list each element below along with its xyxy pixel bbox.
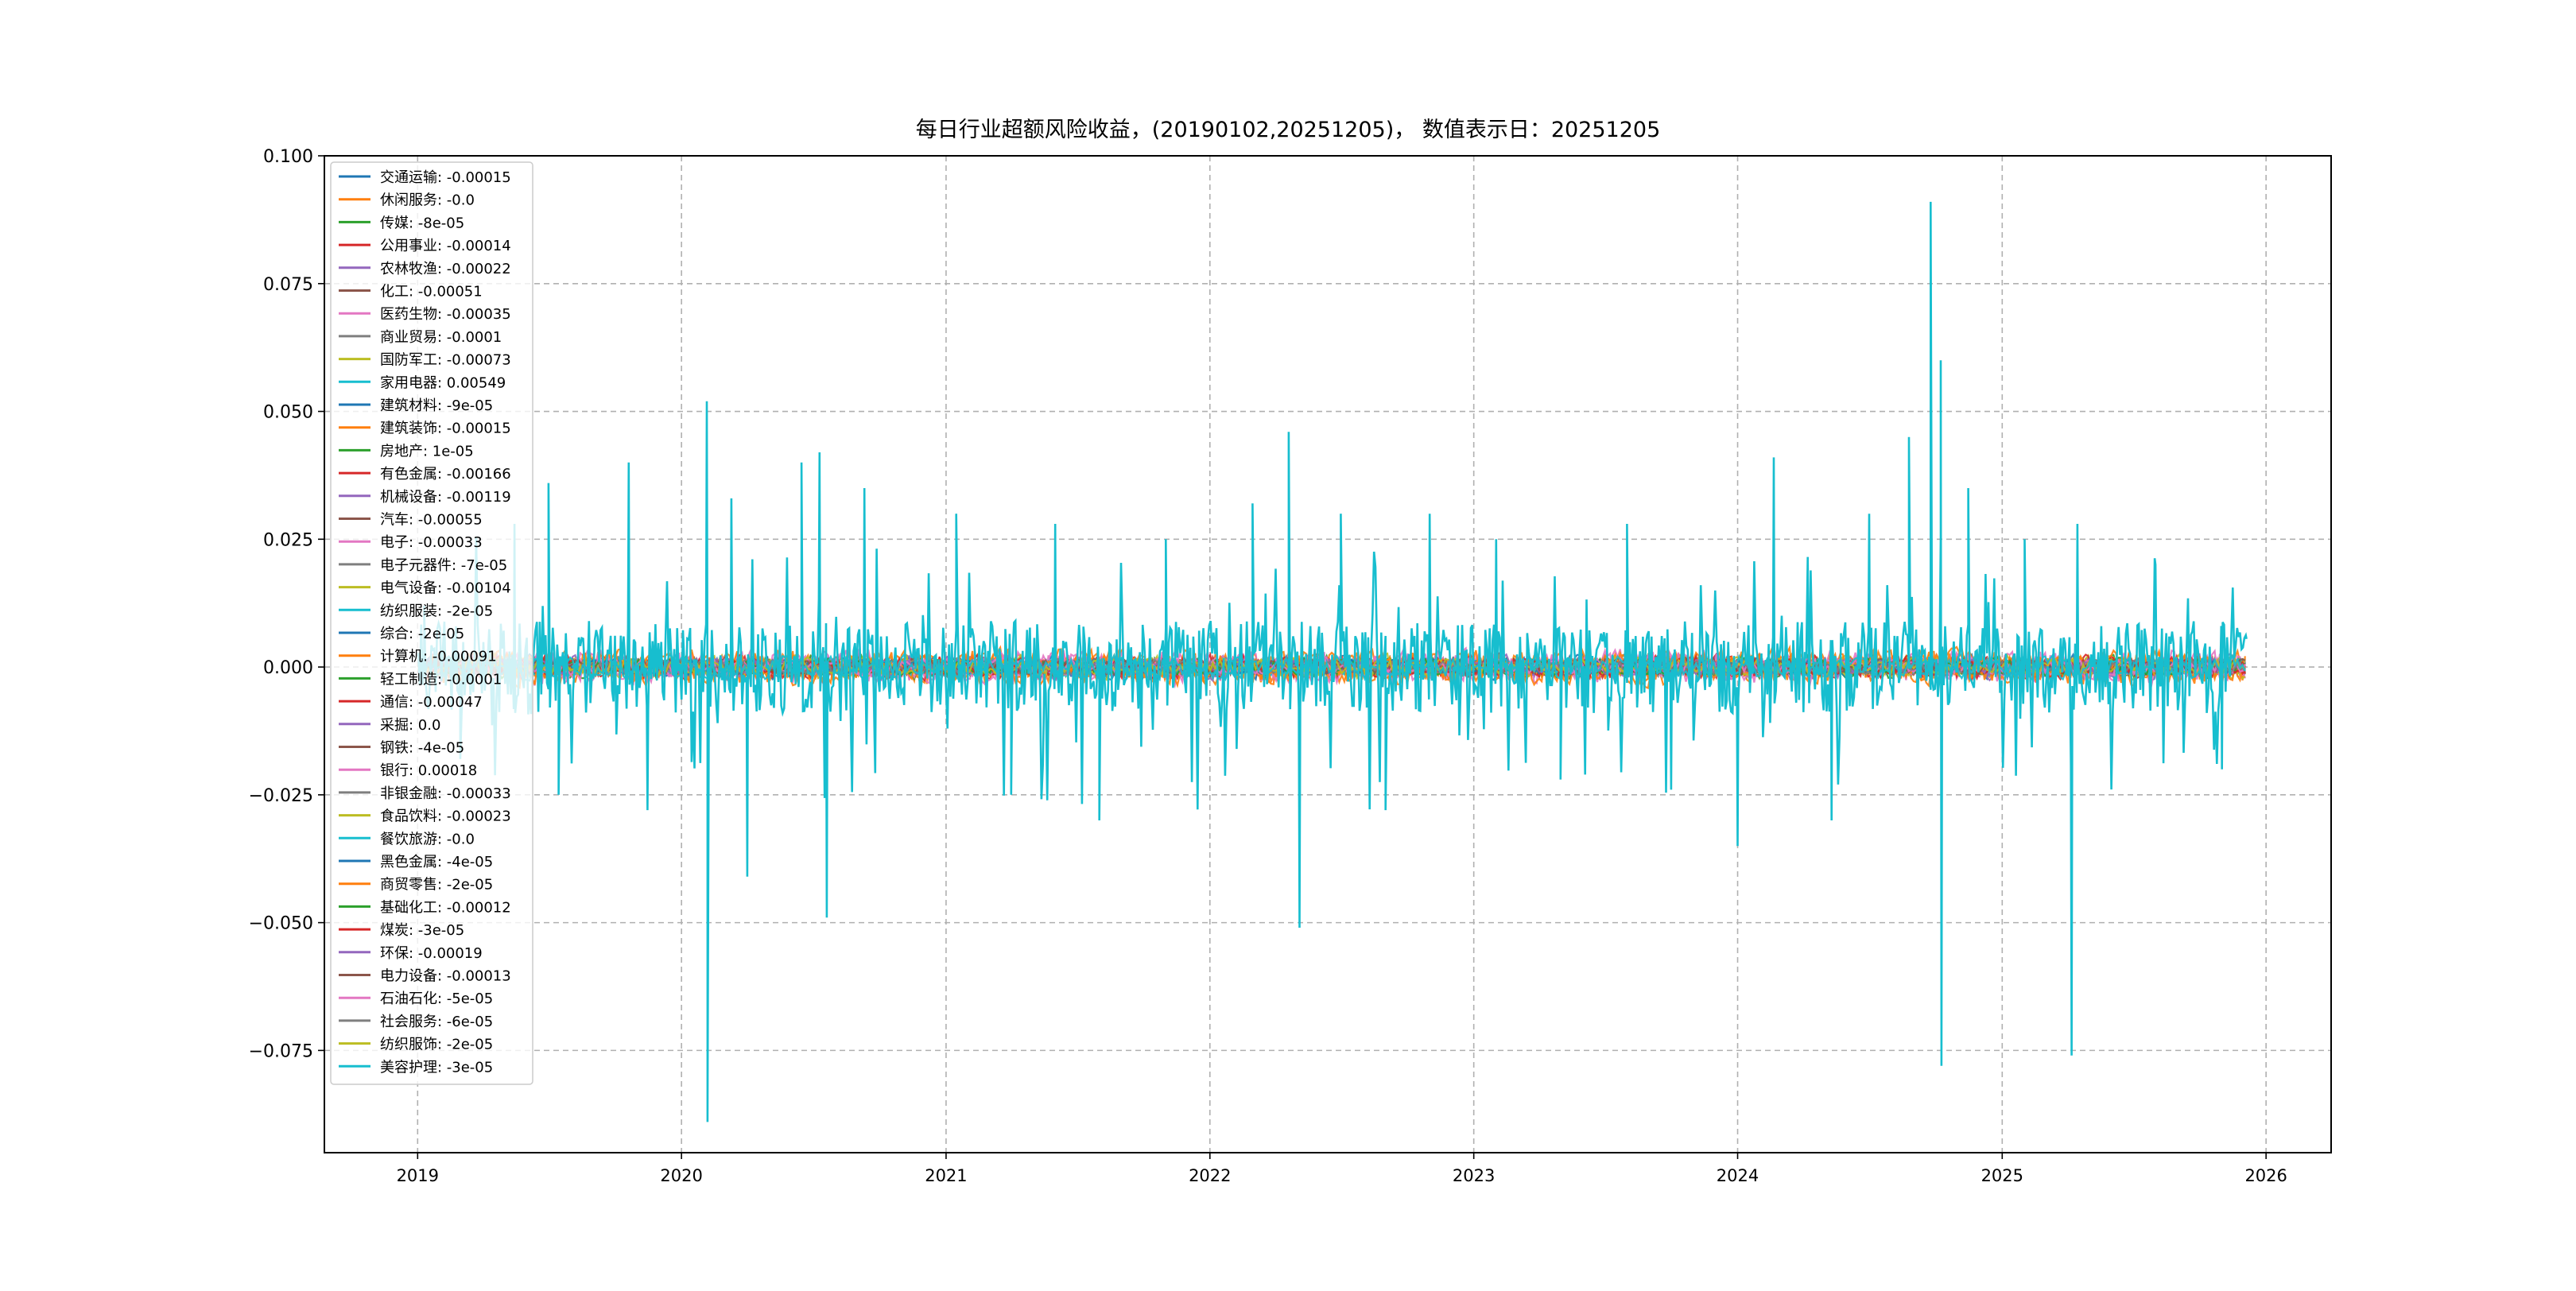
y-tick-label: 0.050	[263, 403, 313, 423]
legend-entry-label: 房地产: 1e-05	[380, 443, 474, 459]
axes: 2019 2020 2021 2022 2023 2024 2025 2026 0.100 0.0…	[249, 147, 2287, 1185]
legend-entry-label: 纺织服装: -2e-05	[380, 603, 493, 619]
legend-entry-label: 国防军工: -0.00073	[380, 352, 511, 369]
legend-entry-label: 非银金融: -0.00033	[380, 785, 511, 802]
y-tick-label: 0.100	[263, 147, 313, 167]
legend-entry-label: 餐饮旅游: -0.0	[380, 831, 475, 847]
legend-entry-label: 机械设备: -0.00119	[380, 489, 511, 506]
legend-entry-label: 建筑装饰: -0.00015	[380, 421, 511, 437]
legend-entry-label: 社会服务: -6e-05	[380, 1014, 493, 1030]
legend-entry-label: 家用电器: 0.00549	[380, 374, 506, 391]
x-tick-label: 2024	[1717, 1166, 1759, 1185]
legend-entry-label: 公用事业: -0.00014	[380, 238, 511, 254]
legend-entry-label: 钢铁: -4e-05	[380, 740, 464, 757]
legend-entry-label: 计算机: -0.00091	[380, 649, 497, 665]
legend-entry-label: 传媒: -8e-05	[380, 215, 464, 231]
legend-entry-label: 纺织服饰: -2e-05	[380, 1037, 493, 1053]
plot-area-frame	[324, 155, 2332, 1153]
x-tick-label: 2026	[2244, 1166, 2287, 1185]
legend-entry-label: 银行: 0.00018	[380, 762, 477, 779]
legend-entry-label: 电子元器件: -7e-05	[380, 557, 507, 574]
y-tick-label: −0.075	[249, 1041, 313, 1061]
legend-entry-label: 休闲服务: -0.0	[380, 192, 475, 209]
y-tick-label: −0.050	[249, 914, 313, 934]
y-tick-label: 0.025	[263, 530, 313, 550]
legend: 交通运输: -0.00015 休闲服务: -0.0 传媒: -8e-05 公用事业: …	[330, 161, 533, 1085]
legend-entry-label: 商业贸易: -0.0001	[380, 329, 502, 346]
legend-entry-label: 环保: -0.00019	[380, 945, 483, 962]
legend-entry-label: 电气设备: -0.00104	[380, 580, 511, 597]
x-tick-label: 2021	[925, 1166, 967, 1185]
x-tick-label: 2019	[397, 1166, 439, 1185]
legend-entry-label: 食品饮料: -0.00023	[380, 808, 511, 825]
legend-entry-label: 电子: -0.00033	[380, 534, 483, 551]
x-tick-label: 2020	[660, 1166, 702, 1185]
x-tick-label: 2022	[1189, 1166, 1231, 1185]
y-tick-label: 0.000	[263, 658, 313, 678]
legend-entry-label: 汽车: -0.00055	[380, 512, 483, 529]
legend-entry-label: 基础化工: -0.00012	[380, 899, 511, 916]
chart-title: 每日行业超额风险收益，(20190102,20251205)， 数值表示日：20…	[916, 118, 1661, 142]
legend-entry-label: 商贸零售: -2e-05	[380, 877, 493, 894]
y-tick-label: 0.075	[263, 275, 313, 295]
legend-entry-label: 黑色金属: -4e-05	[380, 854, 493, 870]
series-lines	[417, 201, 2248, 1122]
legend-entry-label: 交通运输: -0.00015	[380, 169, 511, 186]
legend-entry-label: 煤炭: -3e-05	[380, 922, 464, 939]
legend-entry-label: 轻工制造: -0.0001	[380, 671, 502, 688]
y-tick-label: −0.025	[249, 786, 313, 806]
legend-entry-label: 综合: -2e-05	[380, 626, 464, 642]
legend-entry-label: 有色金属: -0.00166	[380, 466, 511, 483]
x-tick-label: 2025	[1981, 1166, 2023, 1185]
legend-entry-label: 通信: -0.00047	[380, 694, 483, 711]
legend-box	[330, 161, 533, 1085]
x-tick-label: 2023	[1453, 1166, 1495, 1185]
legend-entry-label: 农林牧渔: -0.00022	[380, 261, 511, 277]
legend-entry-label: 采掘: 0.0	[380, 717, 440, 734]
legend-entry-label: 化工: -0.00051	[380, 284, 483, 300]
legend-entry-label: 医药生物: -0.00035	[380, 306, 511, 323]
legend-entry-label: 石油石化: -5e-05	[380, 991, 493, 1007]
highlight-series-line	[417, 201, 2248, 1122]
legend-entry-label: 电力设备: -0.00013	[380, 968, 511, 985]
legend-entry-label: 建筑材料: -9e-05	[380, 397, 493, 414]
legend-entry-label: 美容护理: -3e-05	[380, 1059, 493, 1076]
